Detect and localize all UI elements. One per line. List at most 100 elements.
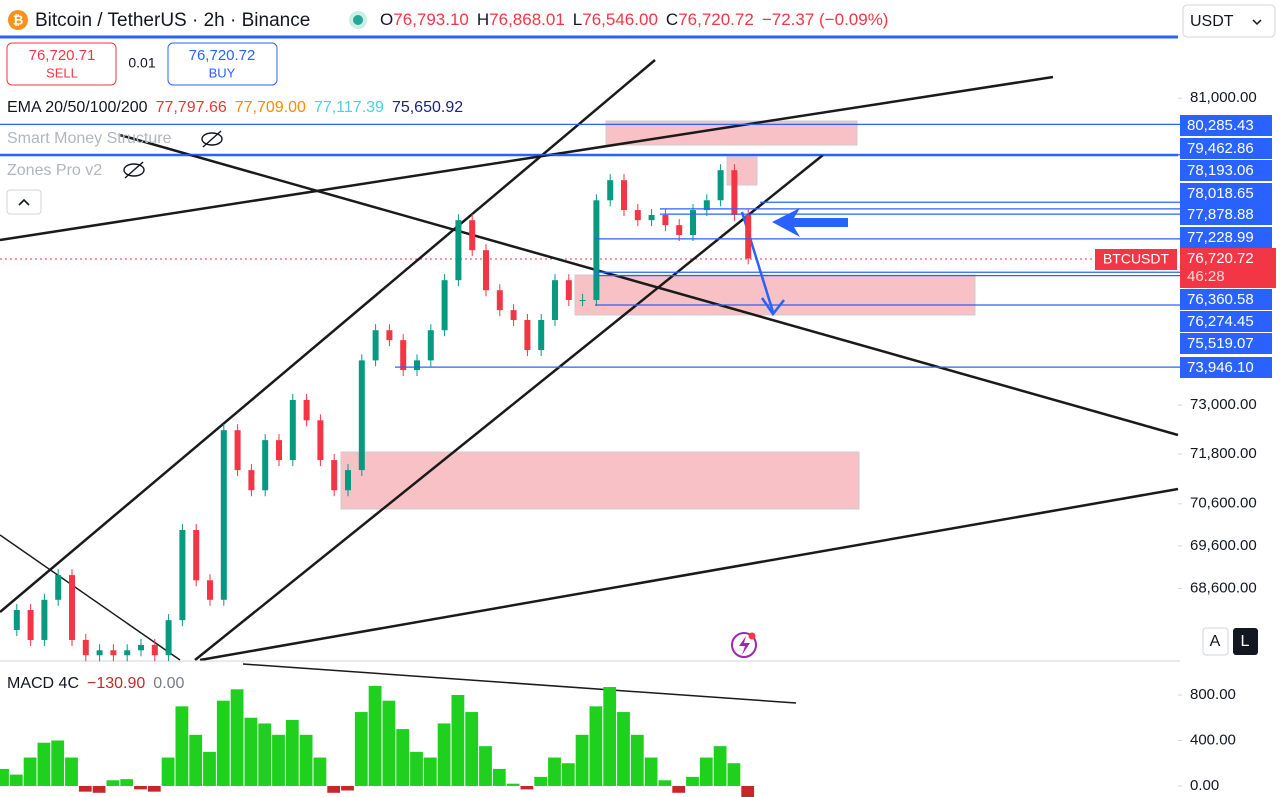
level-label: 76,274.45: [1187, 313, 1254, 330]
macd-bar: [382, 700, 396, 786]
level-tag: [1180, 160, 1272, 181]
ohlc-key: O: [380, 10, 393, 29]
level-tag: [1180, 138, 1272, 159]
level-tag: [1180, 115, 1272, 136]
macd-legend[interactable]: MACD 4C −130.90 0.00: [7, 675, 185, 692]
level-label: 77,878.88: [1187, 206, 1254, 223]
candle-body: [276, 440, 282, 461]
macd-bar: [506, 783, 520, 786]
candle-body: [220, 430, 227, 600]
level-tag: [1180, 204, 1272, 225]
macd-bar: [465, 712, 479, 786]
macd-bar: [603, 687, 617, 786]
candle-body: [262, 440, 269, 491]
candle-body: [483, 250, 489, 291]
candle-body: [717, 170, 724, 201]
macd-bar: [272, 734, 285, 786]
candle-body: [317, 420, 324, 461]
auto-scale[interactable]: [1202, 627, 1229, 656]
candle-body: [565, 280, 572, 301]
zones-legend[interactable]: Zones Pro v2: [7, 162, 102, 179]
macd-bar: [396, 729, 410, 786]
buy-label: BUY: [209, 65, 236, 80]
macd-bar: [175, 706, 189, 786]
level-label: 79,462.86: [1187, 140, 1254, 157]
macd-bar: [699, 757, 713, 786]
level-label: 77,228.99: [1187, 229, 1254, 246]
macd-bar: [147, 785, 161, 792]
candle-body: [82, 639, 89, 656]
candle-body: [193, 529, 200, 581]
candle-body: [55, 575, 62, 600]
candle-body: [96, 650, 103, 656]
sell-price: 76,720.71: [29, 47, 96, 64]
macd-bar: [216, 700, 230, 786]
level-label: 78,018.65: [1187, 185, 1254, 202]
macd-bar: [686, 776, 699, 786]
ohlc-key: H: [477, 10, 489, 29]
macd-bar: [23, 757, 37, 786]
price-tag: [1180, 248, 1276, 288]
ohlc-value: 76,720.72: [678, 10, 754, 29]
candle-body: [690, 210, 696, 235]
macd-bar: [658, 780, 672, 786]
candle-body: [441, 280, 448, 331]
y-tick-label: 73,000.00: [1190, 396, 1257, 413]
symbol-title[interactable]: Bitcoin / TetherUS · 2h · Binance: [35, 10, 310, 31]
ema-legend[interactable]: EMA 20/50/100/200 77,797.66 77,709.00 77,11…: [7, 99, 463, 116]
macd-bar: [285, 720, 299, 786]
candle-body: [731, 170, 738, 215]
candle-body: [510, 310, 517, 320]
macd-bar: [520, 785, 534, 790]
macd-bar: [713, 746, 727, 786]
macd-bar: [451, 694, 465, 786]
macd-bar: [644, 757, 658, 786]
macd-tick-label: 800.00: [1190, 686, 1236, 703]
quantity[interactable]: 0.01: [128, 55, 155, 71]
btc-symbol: ₿: [13, 12, 24, 27]
level-label: 73,946.10: [1187, 359, 1254, 376]
auto-scale-label[interactable]: A: [1210, 633, 1221, 650]
macd-bar: [630, 734, 644, 786]
ema-value: 75,650.92: [392, 99, 463, 116]
macd-bar: [134, 785, 147, 790]
macd-value: −130.90: [87, 675, 145, 692]
log-scale-label[interactable]: L: [1241, 633, 1250, 650]
macd-bar: [313, 757, 327, 786]
macd-bar: [37, 742, 51, 786]
buy-button[interactable]: [167, 42, 278, 86]
candle-body: [69, 575, 75, 640]
candle-body: [703, 200, 710, 211]
currency[interactable]: USDT: [1190, 13, 1234, 30]
level-label: 78,193.06: [1187, 162, 1254, 179]
countdown: 46:28: [1187, 268, 1225, 285]
macd-bar: [423, 757, 437, 786]
candle-body: [248, 470, 255, 491]
candle-body: [207, 580, 213, 600]
candles: [13, 164, 752, 662]
candle-body: [524, 319, 531, 351]
currency-select[interactable]: [1182, 4, 1276, 38]
candle-body: [455, 220, 462, 281]
candle-body: [745, 214, 752, 259]
buy-price: 76,720.72: [189, 47, 256, 64]
level-label: 80,285.43: [1187, 117, 1254, 134]
candle-body: [414, 360, 420, 371]
ohlc-key: C: [666, 10, 678, 29]
candle-body: [27, 609, 34, 640]
log-scale[interactable]: [1233, 628, 1258, 655]
sell-button[interactable]: [6, 42, 117, 86]
y-tick-label: 68,600.00: [1190, 580, 1257, 597]
level-tag: [1180, 357, 1272, 378]
macd-bar: [354, 712, 368, 786]
level-tag: [1180, 183, 1272, 204]
macd-bar: [548, 757, 561, 786]
candle-body: [579, 300, 586, 302]
candle-body: [552, 280, 558, 320]
candle-body: [400, 340, 407, 371]
ema-name: EMA 20/50/100/200: [7, 99, 148, 116]
collapse-button[interactable]: [6, 189, 42, 215]
smc-legend[interactable]: Smart Money Structure: [7, 130, 172, 147]
candle-body: [648, 214, 655, 221]
level-tag: [1180, 227, 1272, 248]
